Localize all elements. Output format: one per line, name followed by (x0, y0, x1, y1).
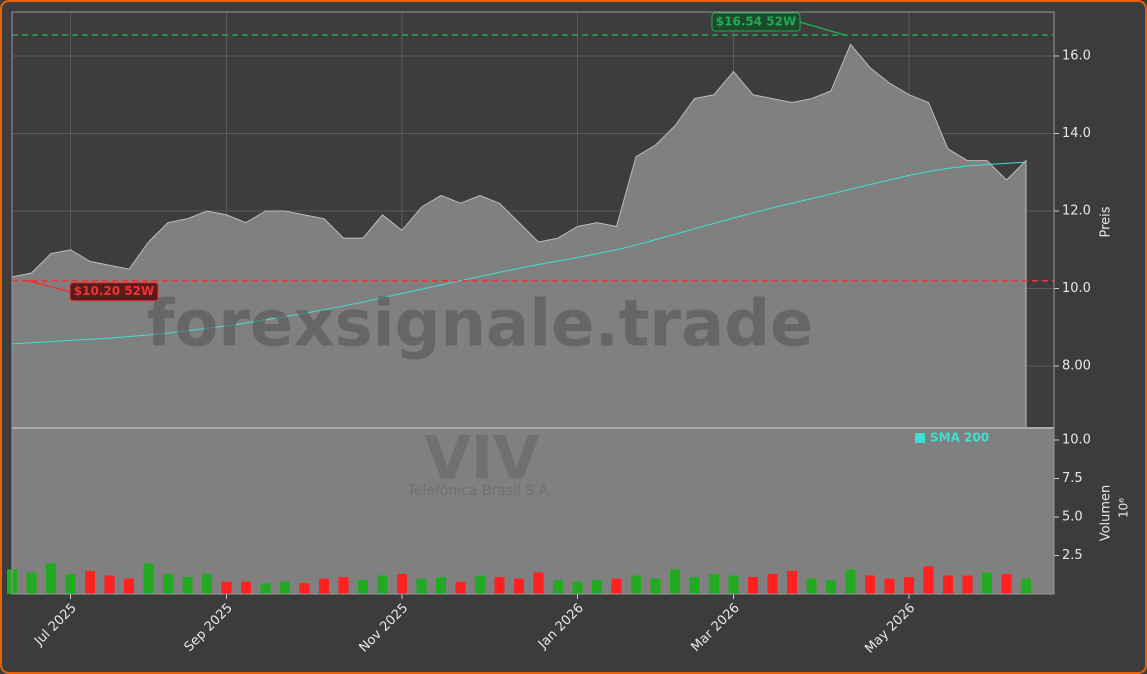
y-tick-label: 8.00 (1062, 358, 1091, 373)
volume-bar (358, 580, 368, 594)
annotation-label: $16.54 52W (716, 15, 796, 29)
volume-bar (202, 573, 212, 594)
company: Telefônica Brasil S.A. (407, 483, 553, 499)
volume-panel (12, 428, 1054, 594)
volume-bar (709, 573, 719, 594)
volume-bar (670, 569, 680, 594)
volume-bar (260, 583, 271, 594)
volume-bar (533, 572, 544, 594)
volume-bar (962, 575, 973, 594)
volume-axis-label: Volumen (1099, 485, 1114, 542)
volume-bar (46, 563, 56, 594)
volume-bar (221, 581, 232, 594)
volume-multiplier: 10⁶ (1117, 498, 1131, 518)
volume-tick-label: 7.5 (1062, 471, 1083, 486)
volume-bar (728, 575, 739, 594)
volume-bar (865, 575, 875, 594)
y-tick-label: 12.0 (1062, 203, 1091, 218)
ticker: VIV (424, 424, 540, 494)
volume-bar (592, 580, 602, 594)
y-axis-label: Preis (1099, 206, 1114, 237)
volume-bar (904, 577, 914, 594)
volume-tick-label: 10.0 (1062, 433, 1091, 448)
volume-bar (884, 578, 895, 594)
volume-bar (104, 575, 115, 594)
volume-bar (494, 577, 505, 594)
volume-bar (241, 581, 251, 594)
volume-bar (631, 575, 641, 594)
volume-bar (943, 575, 953, 594)
volume-bar (553, 580, 563, 594)
volume-bar (1001, 573, 1012, 594)
volume-bar (416, 578, 427, 594)
legend-label: SMA 200 (930, 431, 989, 445)
volume-bar (845, 569, 856, 594)
plot-border (11, 11, 1055, 595)
volume-bar (182, 577, 193, 594)
annotation-arrow (27, 280, 71, 293)
volume-bar (514, 578, 524, 594)
volume-bar (26, 572, 37, 594)
volume-bar (982, 572, 992, 594)
volume-bar (338, 577, 349, 594)
volume-bar (1021, 578, 1031, 594)
volume-bar (572, 581, 583, 594)
legend-swatch (915, 433, 925, 443)
volume-bar (767, 573, 778, 594)
y-tick-label: 16.0 (1062, 48, 1091, 63)
volume-bar (377, 575, 388, 594)
volume-bar (124, 578, 134, 594)
volume-bar (689, 577, 700, 594)
annotation-label: $10.20 52W (74, 284, 154, 298)
volume-bar (299, 583, 310, 594)
watermark: forexsignale.trade (147, 288, 814, 362)
annotation-arrow (799, 21, 846, 36)
volume-bar (650, 578, 661, 594)
y-tick-label: 14.0 (1062, 126, 1091, 141)
volume-bar (475, 575, 485, 594)
volume-bar (85, 570, 95, 594)
volume-bar (923, 566, 934, 594)
volume-bar (163, 573, 173, 594)
volume-bar (397, 573, 407, 594)
volume-bar (611, 578, 622, 594)
volume-bar (436, 577, 446, 594)
y-tick-label: 10.0 (1062, 281, 1091, 296)
volume-bar (787, 570, 797, 594)
volume-bar (143, 563, 154, 594)
volume-bar (826, 580, 836, 594)
price-area (11, 43, 1027, 429)
volume-bar (806, 578, 817, 594)
volume-bar (65, 573, 76, 594)
volume-bar (748, 577, 758, 594)
volume-bar (280, 581, 290, 594)
sma-line (11, 161, 1027, 345)
volume-tick-label: 2.5 (1062, 548, 1083, 563)
volume-bar (319, 578, 329, 594)
volume-bar (455, 581, 466, 594)
volume-tick-label: 5.0 (1062, 510, 1083, 525)
